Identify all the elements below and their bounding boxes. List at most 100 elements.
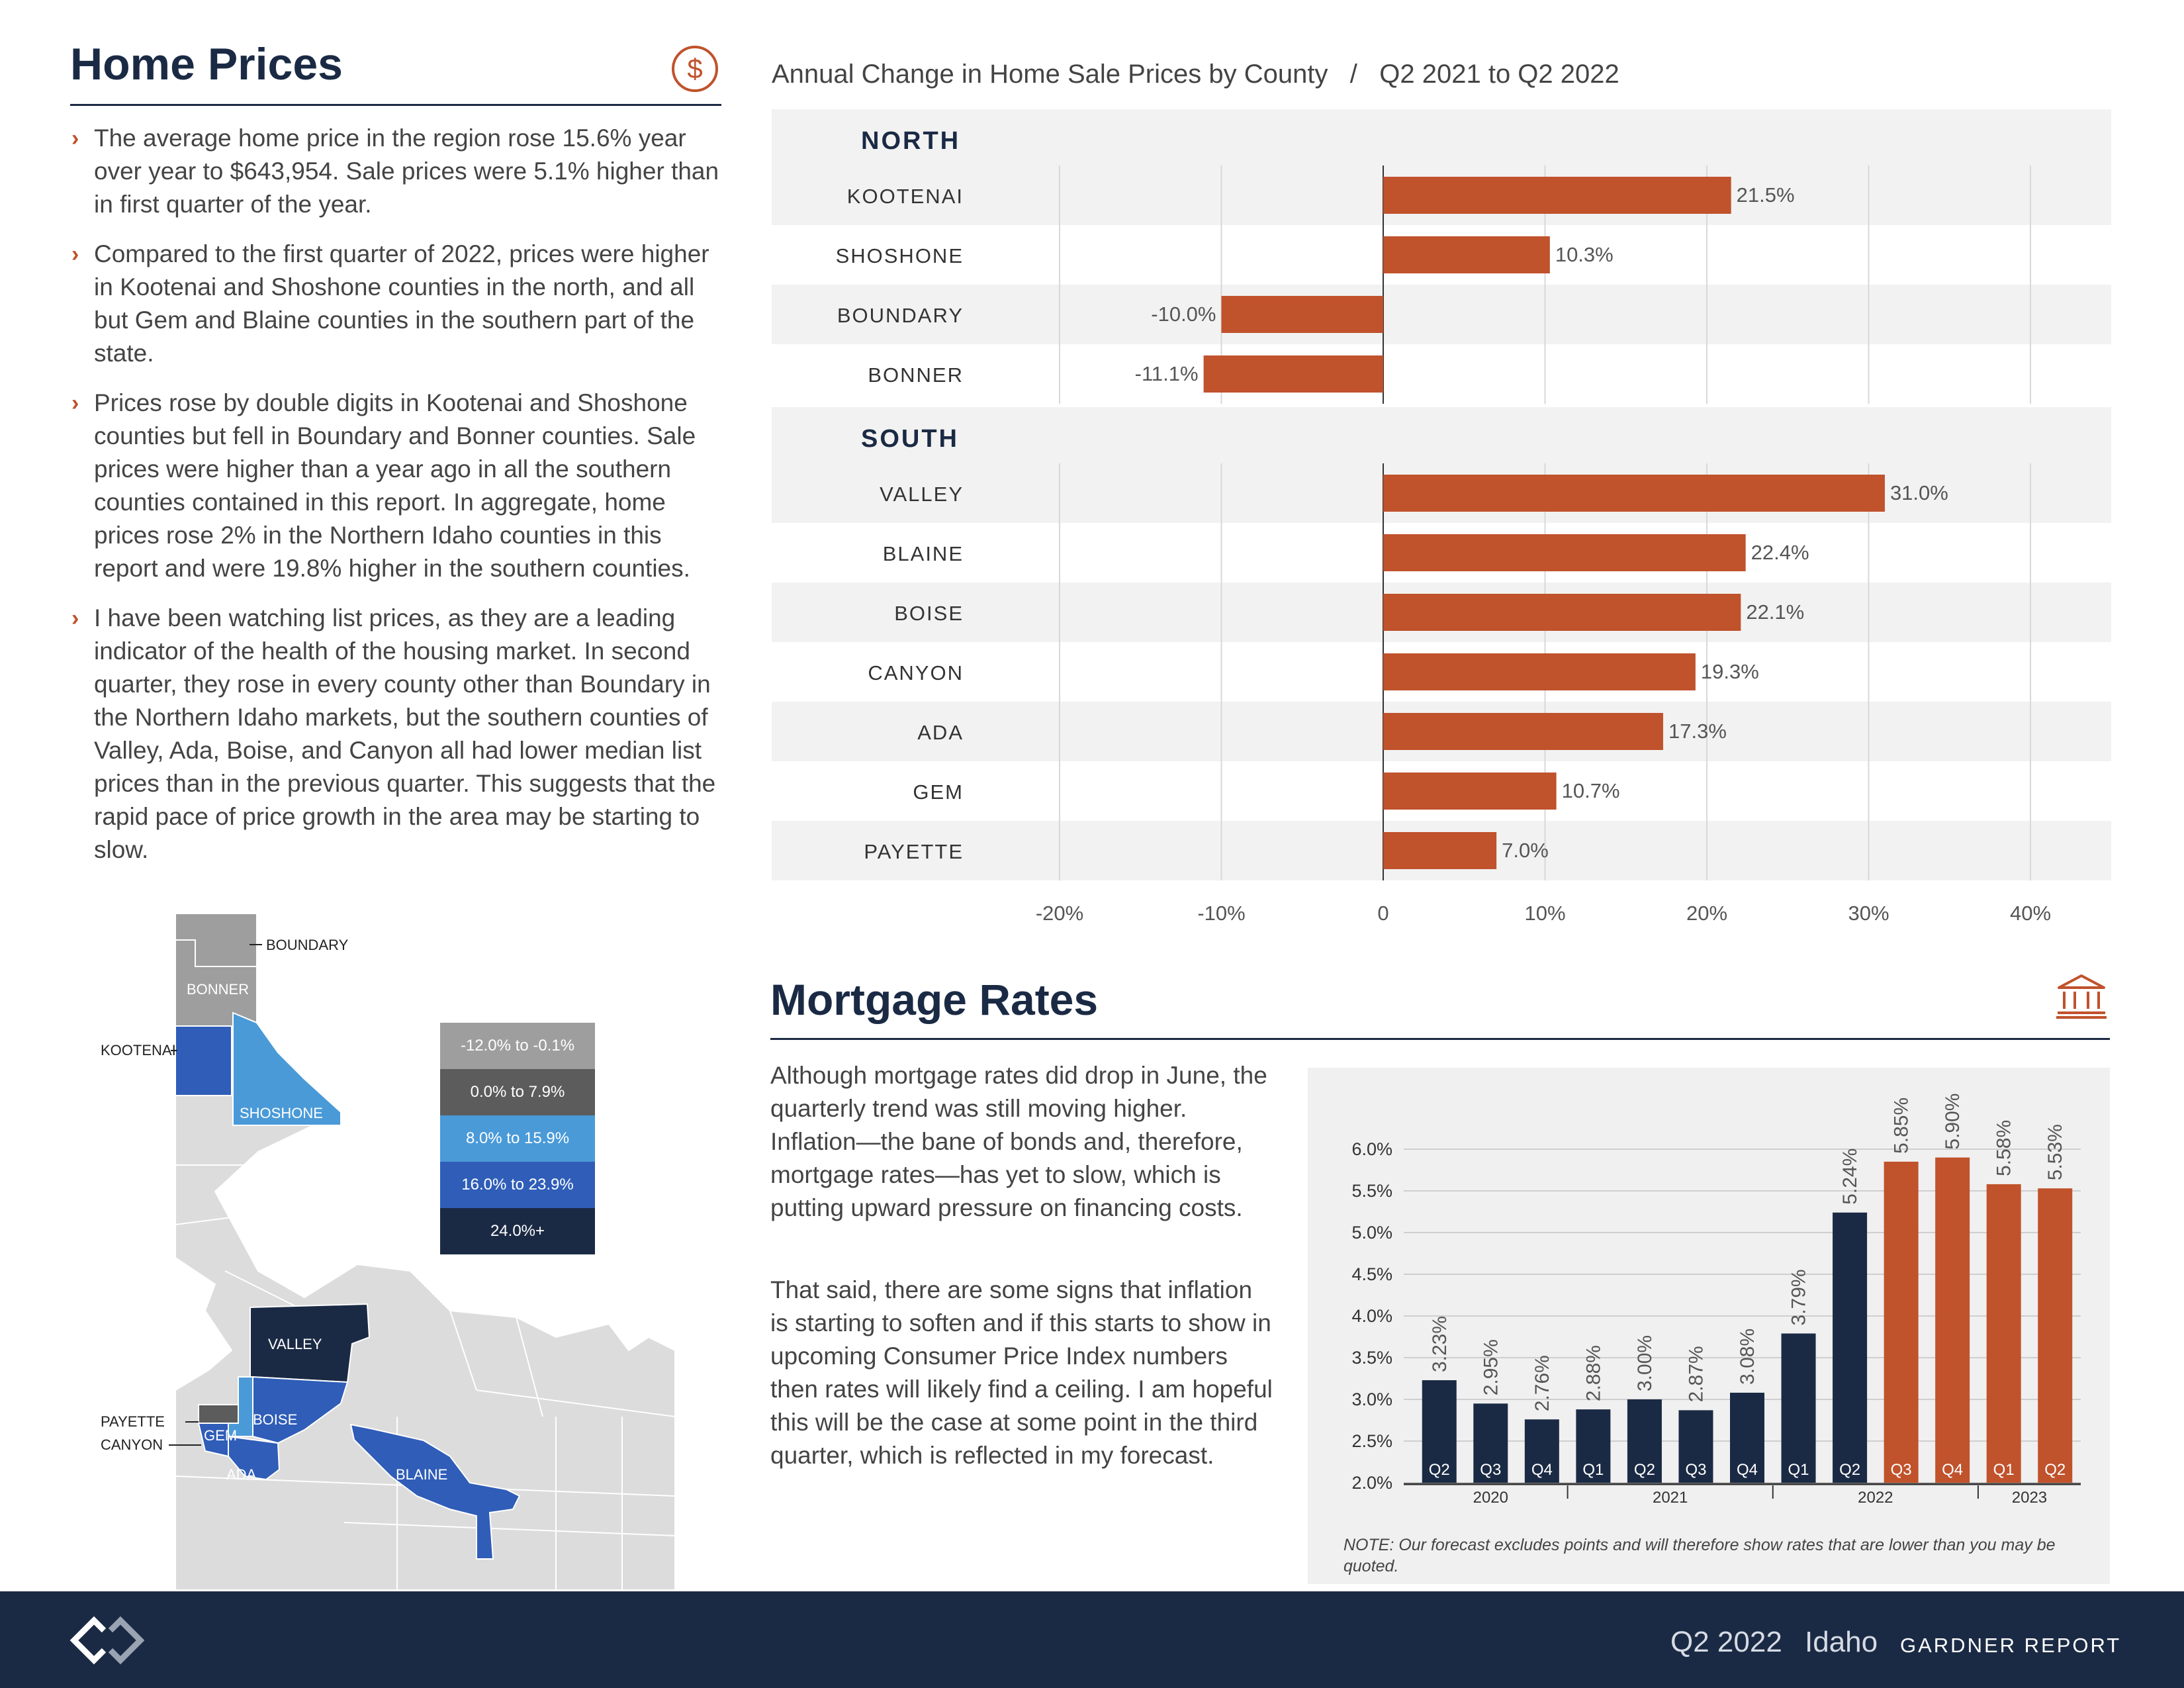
quarter-label: Q4 <box>1942 1461 1963 1479</box>
map-label-gem: GEM <box>204 1427 237 1444</box>
mortgage-divider <box>770 1038 2110 1040</box>
quarter-label: Q4 <box>1531 1461 1553 1479</box>
y-tick-label: 2.5% <box>1351 1431 1392 1451</box>
rate-bar <box>1730 1392 1764 1483</box>
quarter-label: Q3 <box>1685 1461 1706 1479</box>
rate-value-label: 3.08% <box>1737 1329 1758 1385</box>
shoshone-county <box>232 1011 341 1126</box>
group-label: NORTH <box>861 127 960 155</box>
county-label: PAYETTE <box>864 840 964 863</box>
county-label: ADA <box>917 721 964 744</box>
year-label: 2020 <box>1473 1489 1508 1507</box>
rate-value-label: 2.76% <box>1531 1355 1553 1411</box>
home-prices-bullets: › The average home price in the region ro… <box>70 122 725 883</box>
map-label-bonner: BONNER <box>187 981 249 998</box>
bank-icon <box>2056 974 2107 1019</box>
bullet-chevron-icon: › <box>71 391 79 416</box>
footer-report-name: GARDNER REPORT <box>1900 1634 2122 1657</box>
county-bar <box>1383 475 1885 512</box>
county-label: VALLEY <box>880 483 964 506</box>
bar-value-label: 17.3% <box>1668 720 1727 743</box>
title-divider <box>70 104 721 106</box>
mortgage-rates-title: Mortgage Rates <box>770 975 1099 1024</box>
footer-quarter: Q2 2022 <box>1670 1626 1782 1658</box>
windermere-logo-icon <box>69 1616 145 1665</box>
quarter-label: Q1 <box>1788 1461 1809 1479</box>
map-label-payette: PAYETTE <box>101 1413 165 1430</box>
rate-bar <box>1884 1161 1919 1483</box>
bullet-item: › Compared to the first quarter of 2022, … <box>70 238 725 370</box>
rate-value-label: 2.95% <box>1480 1339 1502 1395</box>
bullet-item: › Prices rose by double digits in Kootena… <box>70 387 725 585</box>
bar-chart-title: Annual Change in Home Sale Prices by Cou… <box>772 60 1619 89</box>
map-legend: -12.0% to -0.1% 0.0% to 7.9% 8.0% to 15.… <box>440 1023 595 1254</box>
county-label: BONNER <box>868 363 964 387</box>
rate-bar <box>1678 1410 1713 1483</box>
bullet-chevron-icon: › <box>71 126 79 151</box>
bullet-item: › The average home price in the region ro… <box>70 122 725 221</box>
rate-bar <box>1781 1333 1816 1483</box>
rate-bar <box>2038 1188 2073 1483</box>
y-tick-label: 5.5% <box>1351 1181 1392 1201</box>
map-label-kootenai: KOOTENAI <box>101 1042 176 1058</box>
quarter-label: Q1 <box>1993 1461 2015 1479</box>
bullet-item: › I have been watching list prices, as th… <box>70 602 725 867</box>
county-label: CANYON <box>868 661 964 684</box>
bullet-text: Compared to the first quarter of 2022, p… <box>94 240 709 367</box>
rate-bar <box>1576 1409 1611 1483</box>
quarter-label: Q2 <box>1839 1461 1860 1479</box>
svg-text:$: $ <box>687 53 702 84</box>
county-bar <box>1383 713 1663 750</box>
county-label: BLAINE <box>883 542 964 565</box>
kootenai-county <box>175 1025 232 1096</box>
quarter-label: Q3 <box>1891 1461 1912 1479</box>
rate-bar <box>1473 1403 1508 1483</box>
row-band <box>772 285 2111 344</box>
bullet-text: Prices rose by double digits in Kootenai… <box>94 389 696 582</box>
county-label: BOUNDARY <box>837 304 964 327</box>
x-tick-label: 40% <box>2010 902 2051 925</box>
bullet-text: The average home price in the region ros… <box>94 124 719 218</box>
county-price-change-chart: -20% -10% 0 10% 20% 30% 40% NORTH KOOTENAI 21.5% S… <box>772 109 2111 925</box>
rate-bar <box>1935 1157 1970 1483</box>
map-label-valley: VALLEY <box>268 1336 322 1352</box>
rate-bar <box>1833 1212 1868 1483</box>
quarter-label: Q2 <box>1634 1461 1655 1479</box>
bar-value-label: 31.0% <box>1890 481 1948 504</box>
county-label: GEM <box>913 780 964 804</box>
payette-county <box>198 1404 239 1424</box>
mortgage-rate-chart: 2.0% 2.5% 3.0% 3.5% 4.0% 4.5% 5.0% 5.5% 6.0% 3.23… <box>1351 1094 2081 1507</box>
county-bar <box>1383 534 1746 571</box>
map-label-boundary: BOUNDARY <box>266 937 349 953</box>
x-tick-label: 30% <box>1848 902 1889 925</box>
county-label: BOISE <box>894 602 964 625</box>
quarter-label: Q1 <box>1582 1461 1604 1479</box>
bar-value-label: 7.0% <box>1502 839 1549 862</box>
map-label-ada: ADA <box>226 1466 257 1483</box>
bar-value-label: 22.4% <box>1751 541 1809 564</box>
legend-item: 24.0%+ <box>440 1208 595 1254</box>
x-tick-label: -10% <box>1197 902 1245 925</box>
rate-bar <box>1986 1184 2021 1483</box>
map-label-boise: BOISE <box>253 1411 297 1428</box>
x-tick-label: 10% <box>1524 902 1565 925</box>
rate-value-label: 5.85% <box>1891 1098 1913 1154</box>
county-bar <box>1383 653 1696 690</box>
legend-item: 0.0% to 7.9% <box>440 1069 595 1115</box>
footer-bar: Q2 2022 Idaho GARDNER REPORT <box>0 1591 2184 1688</box>
y-tick-label: 6.0% <box>1351 1139 1392 1159</box>
county-bar <box>1383 594 1741 631</box>
y-tick-label: 5.0% <box>1351 1223 1392 1243</box>
rate-value-label: 3.23% <box>1429 1316 1451 1372</box>
bar-value-label: 10.7% <box>1562 779 1620 802</box>
rate-bar <box>1627 1399 1662 1483</box>
county-borders <box>175 1164 676 1590</box>
quarter-label: Q3 <box>1480 1461 1501 1479</box>
quarter-label: Q4 <box>1737 1461 1758 1479</box>
rate-bar <box>1524 1419 1559 1483</box>
rate-bar <box>1422 1380 1457 1483</box>
mortgage-paragraph: That said, there are some signs that inf… <box>770 1276 1273 1469</box>
rate-value-label: 5.53% <box>2044 1124 2066 1180</box>
x-tick-label: 0 <box>1377 902 1388 925</box>
blaine-county <box>349 1423 521 1560</box>
